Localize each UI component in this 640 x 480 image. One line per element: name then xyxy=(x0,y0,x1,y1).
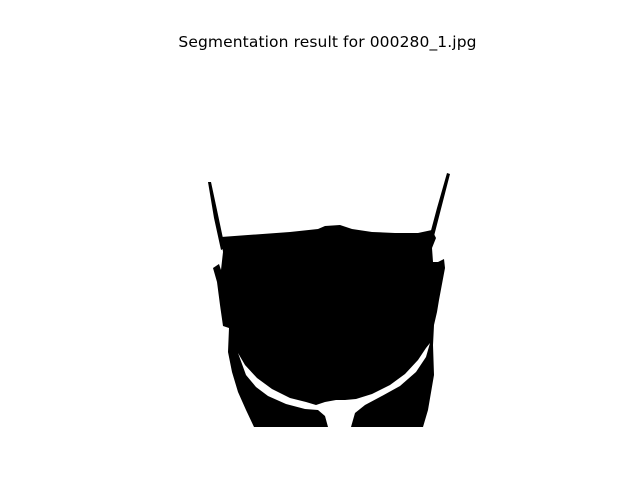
mask-main-region xyxy=(213,225,445,427)
mask-right-strap xyxy=(429,173,450,240)
